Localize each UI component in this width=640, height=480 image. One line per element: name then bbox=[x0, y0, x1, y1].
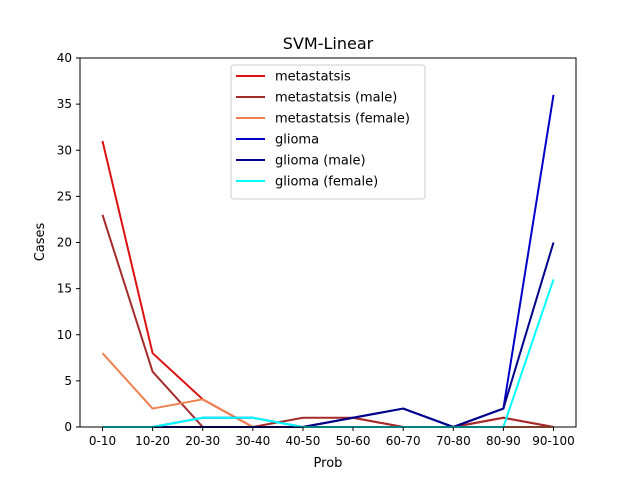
x-tick-label: 40-50 bbox=[286, 434, 321, 448]
y-tick-label: 35 bbox=[57, 97, 72, 111]
y-axis: 0 5 10 15 20 25 30 35 40 bbox=[57, 51, 80, 434]
y-tick-label: 15 bbox=[57, 282, 72, 296]
y-tick-label: 20 bbox=[57, 236, 72, 250]
x-tick-label: 50-60 bbox=[336, 434, 371, 448]
y-tick-label: 40 bbox=[57, 51, 72, 65]
x-tick-label: 20-30 bbox=[185, 434, 220, 448]
x-axis-label: Prob bbox=[314, 456, 343, 471]
legend-label: glioma bbox=[275, 133, 319, 148]
x-tick-label: 80-90 bbox=[486, 434, 521, 448]
legend-label: glioma (female) bbox=[275, 175, 378, 190]
y-axis-label: Cases bbox=[33, 222, 48, 261]
series-line-1 bbox=[101, 214, 554, 428]
chart-title: SVM-Linear bbox=[283, 34, 374, 53]
legend: metastatsis metastatsis (male) metastatsis… bbox=[230, 64, 426, 200]
x-tick-label: 30-40 bbox=[235, 434, 270, 448]
y-tick-label: 30 bbox=[57, 143, 72, 157]
x-tick-label: 70-80 bbox=[436, 434, 471, 448]
legend-label: glioma (male) bbox=[275, 154, 366, 169]
y-tick-label: 5 bbox=[64, 374, 72, 388]
x-axis: 0-10 10-20 20-30 30-40 40-50 50-60 60-70 70-80 8… bbox=[89, 427, 575, 448]
legend-label: metastatsis (male) bbox=[275, 91, 397, 106]
y-tick-label: 25 bbox=[57, 189, 72, 203]
x-tick-label: 60-70 bbox=[386, 434, 421, 448]
x-tick-label: 10-20 bbox=[135, 434, 170, 448]
x-tick-label: 90-100 bbox=[532, 434, 575, 448]
y-tick-label: 0 bbox=[64, 420, 72, 434]
legend-label: metastatsis bbox=[275, 70, 351, 85]
legend-label: metastatsis (female) bbox=[275, 112, 410, 127]
x-tick-label: 0-10 bbox=[89, 434, 116, 448]
legend-box bbox=[230, 64, 426, 200]
y-tick-label: 10 bbox=[57, 328, 72, 342]
